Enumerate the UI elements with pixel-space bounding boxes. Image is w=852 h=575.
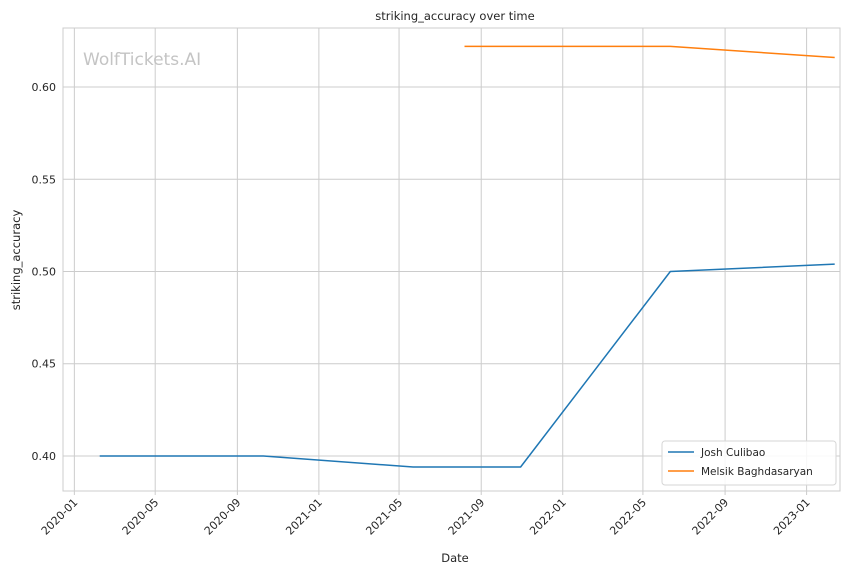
y-tick-label: 0.60 — [32, 81, 57, 94]
series-line-josh-culibao — [99, 263, 835, 468]
legend-box — [661, 440, 837, 486]
x-tick-label: 2020-09 — [202, 496, 244, 538]
series-layer — [99, 45, 835, 468]
legend-label-josh-culibao: Josh Culibao — [700, 447, 765, 459]
x-tick-label: 2021-09 — [446, 496, 488, 538]
watermark: WolfTickets.AI — [83, 50, 201, 70]
x-tick-label: 2020-01 — [39, 496, 81, 538]
x-axis-label: Date — [441, 551, 469, 565]
legend: Josh Culibao Melsik Baghdasaryan — [661, 440, 837, 486]
y-axis-ticks: 0.40 0.45 0.50 0.55 0.60 — [32, 81, 57, 463]
x-tick-label: 2021-05 — [363, 496, 405, 538]
y-tick-label: 0.45 — [32, 358, 57, 371]
x-tick-label: 2023-01 — [771, 496, 813, 538]
x-axis-ticks: 2020-01 2020-05 2020-09 2021-01 2021-05 2021-… — [39, 491, 813, 538]
plot-border — [62, 27, 841, 492]
chart-title: striking_accuracy over time — [375, 9, 534, 23]
x-tick-label: 2022-05 — [607, 496, 649, 538]
x-tick-label: 2020-05 — [120, 496, 162, 538]
legend-label-melsik-baghdasaryan: Melsik Baghdasaryan — [701, 466, 813, 478]
series-line-melsik-baghdasaryan — [464, 45, 835, 59]
y-tick-label: 0.40 — [32, 450, 57, 463]
y-tick-label: 0.50 — [32, 265, 57, 278]
y-tick-label: 0.55 — [32, 173, 57, 186]
y-axis-label: striking_accuracy — [9, 210, 23, 311]
plot-area — [63, 28, 840, 491]
x-tick-label: 2022-09 — [690, 496, 732, 538]
x-tick-label: 2021-01 — [283, 496, 325, 538]
x-tick-label: 2022-01 — [527, 496, 569, 538]
